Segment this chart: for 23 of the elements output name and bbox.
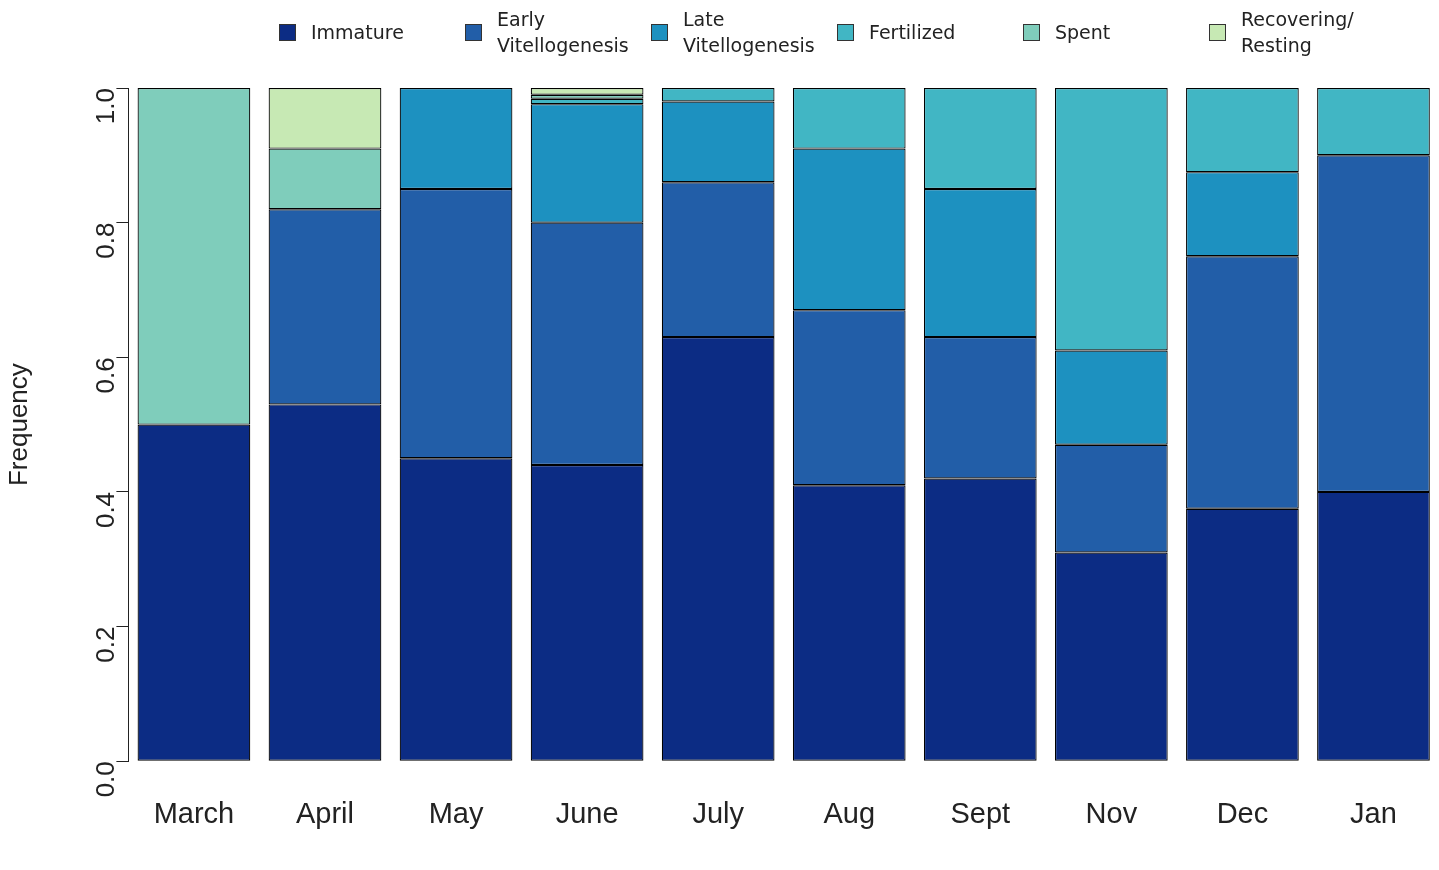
- x-tick-label: June: [555, 796, 619, 829]
- x-tick-label: March: [153, 796, 235, 829]
- y-tick-label: 0.8: [89, 222, 120, 259]
- legend-label: Fertilized: [869, 20, 956, 45]
- y-axis-title: Frequency: [2, 363, 33, 487]
- x-tick-label: April: [295, 796, 354, 829]
- x-tick-label: Nov: [1085, 796, 1138, 829]
- y-tick-label: 0.4: [89, 491, 120, 529]
- x-tick-label: Aug: [823, 796, 876, 829]
- legend-label: Spent: [1055, 20, 1111, 45]
- legend-label: Immature: [311, 20, 404, 45]
- legend-label: Late Vitellogenesis: [683, 7, 816, 58]
- x-tick-label: July: [692, 796, 745, 829]
- legend-label: Recovering/ Resting: [1241, 7, 1355, 58]
- y-tick-label: 1.0: [89, 88, 120, 125]
- x-tick-label: May: [428, 796, 484, 829]
- y-tick-label: 0.2: [89, 626, 120, 663]
- x-tick-label: Dec: [1216, 796, 1269, 829]
- y-tick-label: 0.6: [89, 357, 120, 394]
- y-tick-label: 0.0: [89, 761, 120, 798]
- legend-label: Early Vitellogenesis: [497, 7, 630, 58]
- x-tick-label: Jan: [1350, 796, 1397, 829]
- x-tick-label: Sept: [950, 796, 1011, 829]
